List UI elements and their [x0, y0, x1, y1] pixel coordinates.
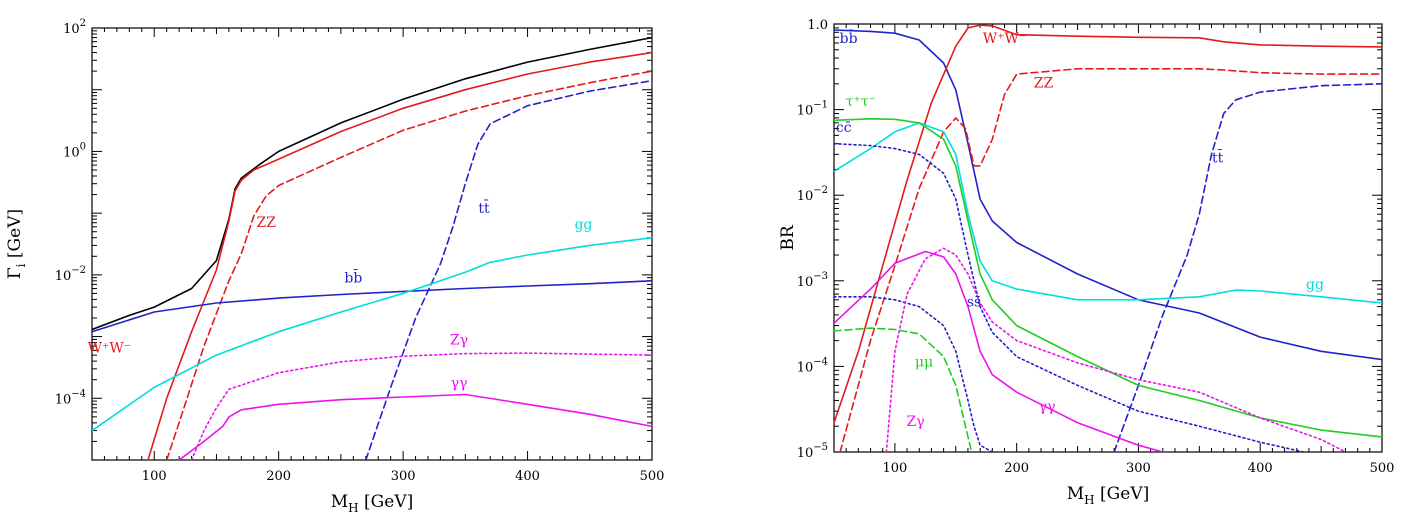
- y-axis-label: Γi [GeV]: [5, 209, 28, 279]
- curve-label-w-w: W⁺W⁻: [983, 31, 1027, 47]
- y-tick-label: 10−5: [797, 442, 828, 461]
- x-tick-label: 200: [1004, 461, 1029, 476]
- series-line-z: [190, 352, 652, 460]
- series-line-cc: [834, 142, 1308, 452]
- curve-label-tt: tt̄: [478, 199, 490, 217]
- y-tick-label: 102: [63, 18, 86, 37]
- curve-label-gg: gg: [575, 217, 593, 233]
- curve-label-w-w: W⁺W⁻: [88, 341, 132, 357]
- series-line-item: [178, 393, 652, 460]
- series-line-zz: [839, 68, 1382, 452]
- series-line-000000: [92, 36, 652, 331]
- x-tick-label: 100: [142, 469, 167, 484]
- right-panel-branching-ratios: 100 200 300 400 500 10−5 10−4 10−3 10−2 10−1 1.0 MH…: [778, 18, 1394, 507]
- plot-frame: [91, 27, 653, 461]
- left-panel-widths: 100 200 300 400 500 10−4 10−2 100 102 MH [GeV] Γi …: [5, 18, 664, 515]
- series-line-tt: [1113, 83, 1382, 452]
- series-line-tt: [365, 79, 652, 460]
- curve-label-item: γγ: [451, 375, 468, 391]
- curves: [834, 24, 1382, 452]
- x-tick-label: 100: [882, 461, 907, 476]
- series-line-gg: [92, 236, 652, 432]
- series-line-bb: [834, 29, 1382, 361]
- y-tick-label: 10−4: [797, 356, 828, 375]
- series-line-item: [834, 118, 1382, 438]
- x-tick-label: 500: [1370, 461, 1395, 476]
- y-tick-label: 10−2: [797, 185, 828, 204]
- curves: [92, 36, 652, 460]
- curve-label-gg: gg: [1306, 277, 1324, 293]
- curve-label-cc: cc̄: [836, 120, 852, 136]
- y-tick-label: 10−1: [797, 100, 828, 119]
- x-axis-label: MH [GeV]: [331, 492, 413, 515]
- curve-label-zz: ZZ: [1034, 76, 1054, 92]
- curve-label-z: Zγ: [907, 414, 925, 430]
- x-tick-label: 400: [515, 469, 540, 484]
- x-tick-label: 500: [640, 469, 665, 484]
- x-tick-label: 300: [391, 469, 416, 484]
- curve-label-zz: ZZ: [256, 215, 276, 231]
- series-line-ss: [834, 296, 994, 452]
- curve-label-ss: ss̄: [967, 295, 981, 311]
- curve-label-item: μμ: [915, 354, 933, 370]
- series-line-w-w: [147, 51, 652, 460]
- series-line-gg: [834, 122, 1382, 304]
- series-line-zz: [165, 70, 652, 460]
- x-tick-label: 300: [1126, 461, 1151, 476]
- y-tick-label: 10−3: [797, 271, 828, 290]
- y-tick-label: 100: [63, 141, 86, 160]
- series-line-item: [834, 327, 973, 452]
- series-line-bb: [92, 280, 652, 333]
- x-tick-label: 400: [1248, 461, 1273, 476]
- x-axis-label: MH [GeV]: [1067, 484, 1149, 507]
- y-tick-label: 10−4: [55, 388, 86, 407]
- series-line-item: [834, 250, 1164, 452]
- curve-label-bb: bb̄: [840, 29, 858, 47]
- y-axis-label: BR: [778, 224, 798, 250]
- curve-label-z: Zγ: [450, 332, 468, 348]
- curve-label-bb: bb̄: [344, 269, 362, 287]
- series-line-z: [885, 247, 1347, 452]
- curve-label-tt: tt̄: [1212, 149, 1224, 167]
- x-tick-label: 200: [266, 469, 291, 484]
- y-tick-label: 10−2: [55, 265, 86, 284]
- y-tick-label: 1.0: [807, 18, 828, 33]
- curve-label-item: γγ: [1039, 399, 1056, 415]
- series-line-w-w: [834, 24, 1382, 424]
- curve-label-item: τ⁺τ⁻: [846, 94, 876, 110]
- plot-frame: [833, 23, 1383, 453]
